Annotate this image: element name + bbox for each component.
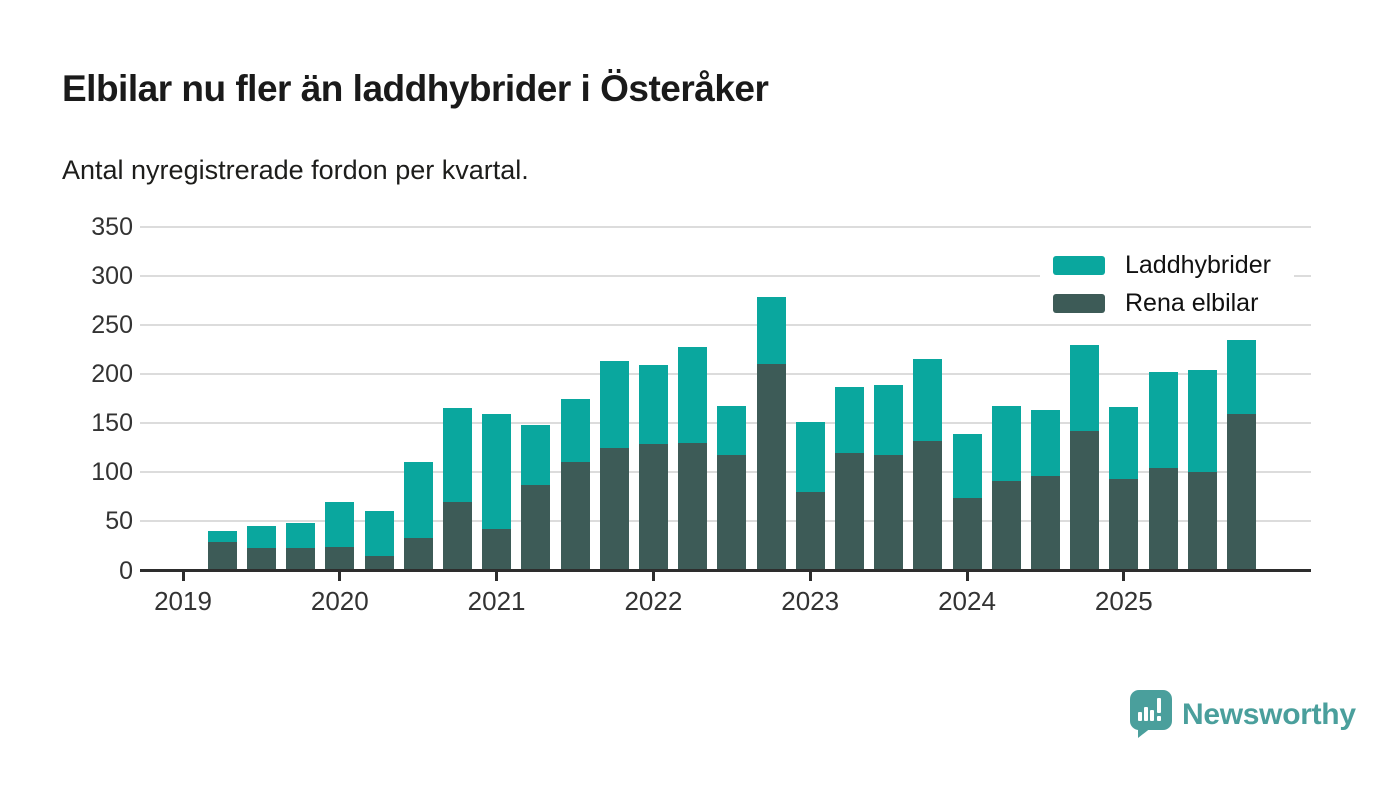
gridline-250	[140, 323, 1311, 326]
y-axis-label-200: 200	[91, 359, 133, 388]
legend-item-rena-elbilar: Rena elbilar	[1053, 288, 1258, 318]
bar-segment-laddhybrider	[834, 386, 864, 453]
bar-segment-laddhybrider	[403, 462, 433, 539]
bar-segment-rena-elbilar	[1030, 476, 1060, 571]
y-axis-label-300: 300	[91, 261, 133, 290]
bar-segment-rena-elbilar	[1187, 472, 1217, 571]
bar-segment-rena-elbilar	[246, 547, 276, 571]
bar-segment-laddhybrider	[1070, 345, 1100, 431]
legend-item-laddhybrider: Laddhybrider	[1053, 250, 1271, 280]
x-axis-label-2023: 2023	[781, 586, 840, 616]
bar-segment-laddhybrider	[874, 384, 904, 455]
bar-segment-laddhybrider	[207, 531, 237, 542]
bar-segment-rena-elbilar	[1070, 430, 1100, 571]
rena-elbilar-swatch-icon	[1053, 293, 1105, 313]
bar-segment-laddhybrider	[364, 510, 394, 556]
bar-segment-rena-elbilar	[560, 462, 590, 571]
bar-segment-laddhybrider	[246, 526, 276, 548]
bar-segment-laddhybrider	[599, 361, 629, 448]
bar-segment-rena-elbilar	[678, 442, 708, 571]
bar-segment-laddhybrider	[1187, 370, 1217, 473]
bar-segment-laddhybrider	[1109, 407, 1139, 480]
x-tick-2020	[338, 572, 342, 581]
bar-segment-rena-elbilar	[403, 538, 433, 571]
bar-segment-rena-elbilar	[952, 497, 982, 571]
bar-segment-laddhybrider	[1226, 339, 1256, 415]
bar-segment-laddhybrider	[482, 414, 512, 530]
page-title: Elbilar nu fler än laddhybrider i Österå…	[62, 68, 769, 109]
bar-segment-rena-elbilar	[1148, 468, 1178, 571]
bar-segment-rena-elbilar	[1109, 479, 1139, 571]
bar-segment-rena-elbilar	[364, 555, 394, 571]
x-axis-label-2021: 2021	[467, 586, 526, 616]
bar-segment-laddhybrider	[717, 406, 747, 455]
x-axis-label-2020: 2020	[310, 586, 369, 616]
bar-segment-laddhybrider	[521, 425, 551, 485]
gridline-350	[140, 225, 1311, 228]
bar-segment-rena-elbilar	[325, 546, 355, 571]
gridline-300	[140, 274, 1311, 277]
x-tick-2021	[495, 572, 499, 581]
bar-segment-laddhybrider	[795, 422, 825, 492]
newsworthy-logo: Newsworthy	[1130, 690, 1356, 740]
y-axis-label-0: 0	[119, 556, 133, 585]
y-axis-label-50: 50	[105, 507, 133, 536]
bar-segment-laddhybrider	[678, 347, 708, 443]
bar-segment-laddhybrider	[1148, 371, 1178, 469]
bar-segment-rena-elbilar	[521, 484, 551, 571]
bar-segment-laddhybrider	[286, 523, 316, 548]
newsworthy-bubble-chart-icon	[1130, 690, 1172, 740]
bar-segment-laddhybrider	[1030, 410, 1060, 477]
chart-subtitle: Antal nyregistrerade fordon per kvartal.	[62, 155, 529, 185]
x-tick-2024	[965, 572, 969, 581]
bar-segment-laddhybrider	[442, 408, 472, 502]
x-axis-line	[140, 569, 1311, 572]
bar-segment-rena-elbilar	[442, 501, 472, 571]
x-axis-label-2019: 2019	[154, 586, 212, 616]
bar-segment-rena-elbilar	[1226, 414, 1256, 571]
x-axis-label-2024: 2024	[938, 586, 996, 616]
bar-segment-rena-elbilar	[795, 491, 825, 571]
bar-segment-laddhybrider	[952, 433, 982, 498]
bar-segment-rena-elbilar	[638, 443, 668, 571]
x-axis-label-2022: 2022	[624, 586, 683, 616]
laddhybrider-swatch-icon	[1053, 255, 1105, 275]
chart-legend: Laddhybrider Rena elbilar	[1040, 242, 1294, 323]
brand-name: Newsworthy	[1182, 698, 1356, 731]
x-tick-2022	[651, 572, 655, 581]
bar-segment-rena-elbilar	[874, 454, 904, 571]
legend-label: Laddhybrider	[1125, 250, 1271, 279]
x-tick-2019	[181, 572, 185, 581]
bar-segment-laddhybrider	[991, 406, 1021, 482]
y-axis-label-100: 100	[91, 458, 133, 487]
bar-segment-laddhybrider	[560, 399, 590, 463]
y-axis-label-150: 150	[91, 409, 133, 438]
bar-segment-rena-elbilar	[717, 454, 747, 571]
bar-segment-rena-elbilar	[834, 452, 864, 571]
x-tick-2023	[808, 572, 812, 581]
gridline-200	[140, 372, 1311, 375]
bar-segment-rena-elbilar	[991, 481, 1021, 571]
y-axis-label-350: 350	[91, 212, 133, 241]
bar-segment-laddhybrider	[913, 359, 943, 441]
bar-segment-rena-elbilar	[286, 547, 316, 571]
bar-segment-rena-elbilar	[756, 364, 786, 571]
y-axis-label-250: 250	[91, 310, 133, 339]
bar-segment-rena-elbilar	[913, 440, 943, 571]
bar-segment-laddhybrider	[638, 365, 668, 444]
bar-segment-rena-elbilar	[482, 529, 512, 571]
x-tick-2025	[1122, 572, 1126, 581]
bar-segment-rena-elbilar	[207, 541, 237, 571]
bar-segment-laddhybrider	[756, 297, 786, 365]
bar-segment-rena-elbilar	[599, 447, 629, 571]
legend-label: Rena elbilar	[1125, 288, 1259, 317]
bar-segment-laddhybrider	[325, 501, 355, 547]
x-axis-label-2025: 2025	[1094, 586, 1153, 616]
